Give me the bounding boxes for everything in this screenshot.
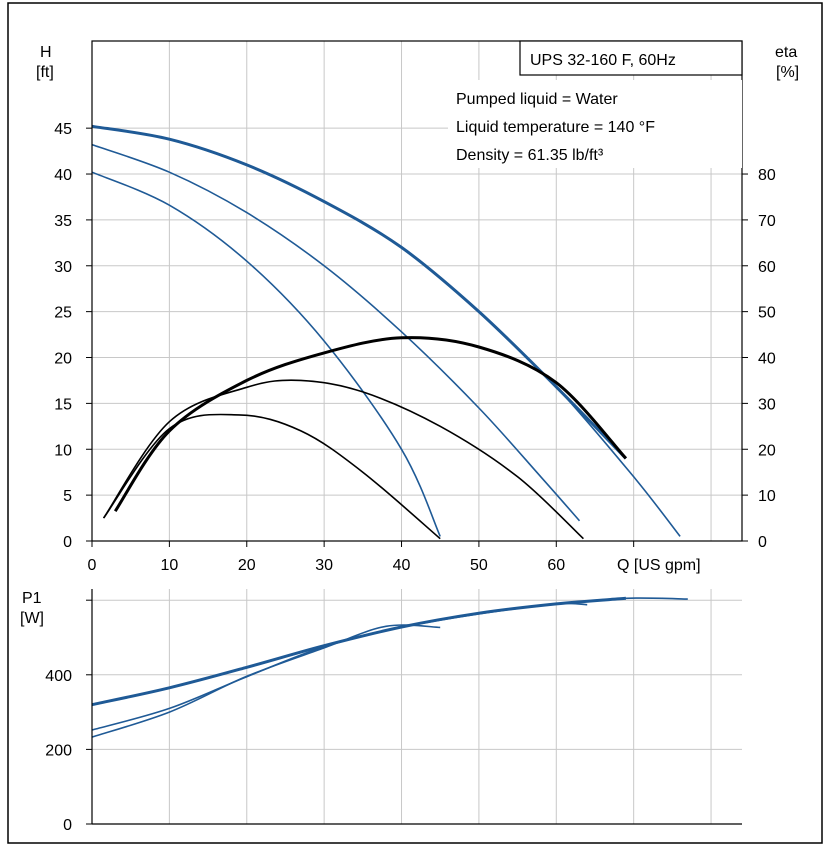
y-tick-label: 25 (54, 305, 72, 322)
pump-model-box (519, 40, 743, 76)
x-tick-label: 30 (315, 557, 333, 574)
y2-axis-label-line2: [%] (776, 64, 799, 81)
y-tick-label: 30 (54, 259, 72, 276)
y-tick-label: 15 (54, 396, 72, 413)
efficiency-curve-line (102, 379, 584, 540)
y2-tick-label: 80 (758, 167, 776, 184)
power-curves (91, 596, 688, 738)
bottom-gridlines (92, 589, 742, 824)
head-curve-line (91, 125, 681, 537)
x-tick-label: 0 (88, 557, 97, 574)
y-tick-label: 0 (63, 534, 72, 551)
bottom-axis-ticks: 0 200 400 (45, 599, 92, 834)
y-tick-label: 20 (54, 351, 72, 368)
power-axis-label-line1: P1 (22, 590, 42, 607)
condition-liquid: Pumped liquid = Water (456, 91, 618, 108)
y2-tick-label: 40 (758, 351, 776, 368)
y-axis-label-line1: H (40, 44, 52, 61)
head-curves (91, 124, 681, 537)
y-axis-label-line2: [ft] (36, 64, 54, 81)
y-tick-label: 45 (54, 121, 72, 138)
power-tick-label: 400 (45, 668, 72, 685)
y2-tick-label: 0 (758, 534, 767, 551)
power-tick-label: 200 (45, 742, 72, 759)
head-curve-line (91, 171, 441, 537)
y2-tick-label: 60 (758, 259, 776, 276)
head-curve-line (91, 143, 581, 522)
pump-model-label: UPS 32-160 F, 60Hz (530, 52, 676, 69)
x-tick-label: 20 (238, 557, 256, 574)
power-tick-label: 0 (63, 817, 72, 834)
y2-tick-label: 50 (758, 305, 776, 322)
power-axis-label-line2: [W] (20, 610, 44, 627)
x-tick-label: 10 (160, 557, 178, 574)
top-axis-ticks: 0 10 20 30 40 50 60 0 5 10 15 20 25 30 35 40 45 0 10 20 30 40… (54, 121, 776, 574)
top-plot-border (91, 40, 743, 542)
x-tick-label: 60 (547, 557, 565, 574)
y2-tick-label: 20 (758, 442, 776, 459)
y-tick-label: 5 (63, 488, 72, 505)
x-axis-label: Q [US gpm] (617, 557, 701, 574)
y2-tick-label: 10 (758, 488, 776, 505)
y2-tick-label: 70 (758, 213, 776, 230)
condition-temperature: Liquid temperature = 140 °F (456, 119, 655, 136)
y-tick-label: 40 (54, 167, 72, 184)
y2-axis-label-line1: eta (775, 44, 797, 61)
power-curve-line (91, 624, 441, 738)
head-efficiency-chart: UPS 32-160 F, 60Hz Pumped liquid = Water… (36, 40, 799, 574)
efficiency-curve-line (102, 413, 441, 540)
y2-tick-label: 30 (758, 396, 776, 413)
x-tick-label: 40 (393, 557, 411, 574)
conditions-background (448, 80, 742, 168)
y-tick-label: 10 (54, 442, 72, 459)
y-tick-label: 35 (54, 213, 72, 230)
efficiency-curves (102, 336, 628, 540)
power-chart: P1 [W] 0 200 400 (20, 589, 742, 834)
x-tick-label: 50 (470, 557, 488, 574)
power-curve-line (91, 602, 588, 731)
condition-density: Density = 61.35 lb/ft³ (456, 147, 604, 164)
